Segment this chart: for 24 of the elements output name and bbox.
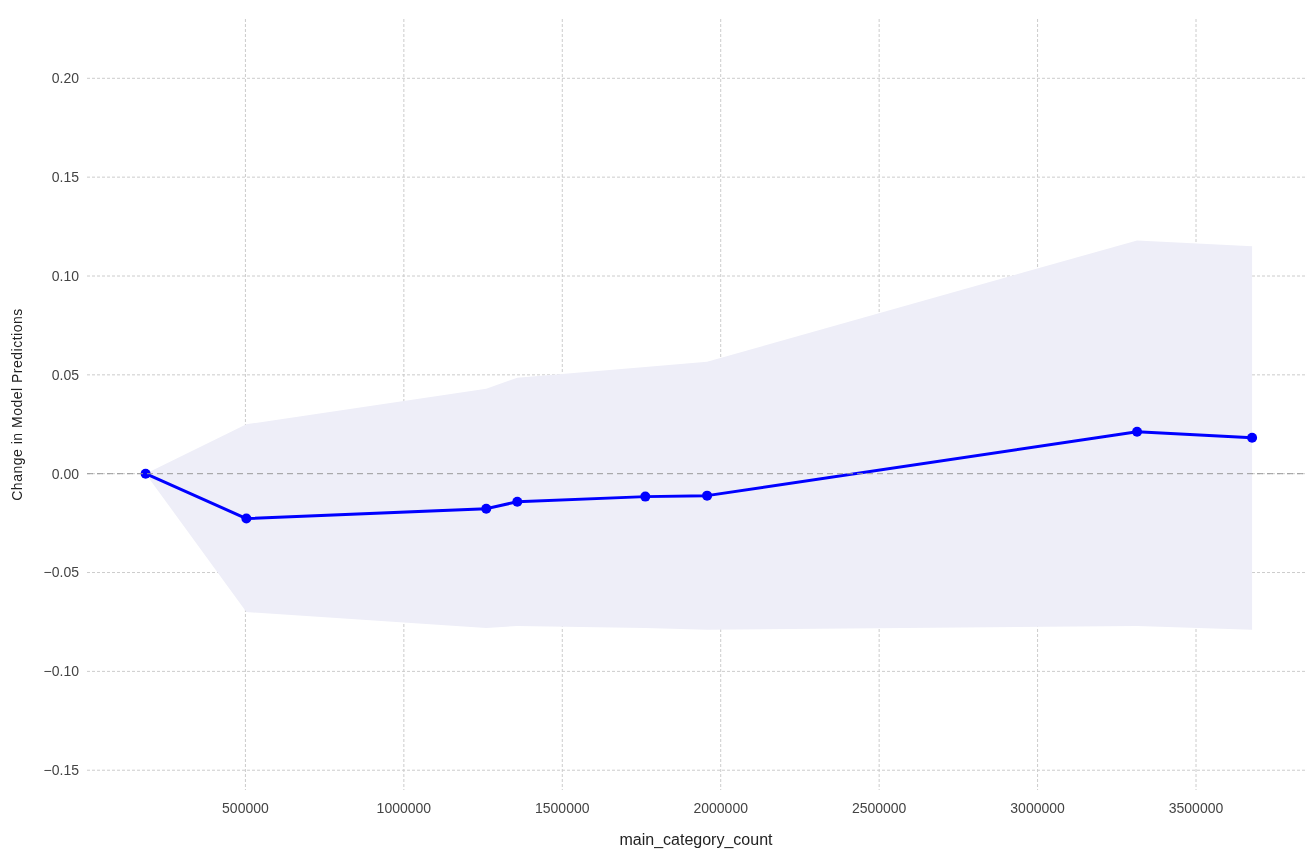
x-tick-label: 1000000	[376, 800, 432, 816]
point	[512, 496, 523, 507]
y-tick-label: 0.05	[51, 366, 80, 383]
point	[640, 491, 651, 502]
x-tick-label: 2500000	[851, 800, 907, 816]
x-axis-title: main_category_count	[619, 831, 774, 849]
y-tick-label: −0.15	[43, 762, 80, 779]
x-tick-label: 3000000	[1010, 800, 1066, 816]
x-tick-label: 2000000	[693, 800, 749, 816]
point	[1132, 426, 1143, 437]
point	[241, 513, 252, 524]
x-tick-label: 1500000	[535, 800, 590, 816]
point	[702, 490, 713, 501]
y-tick-label: 0.00	[51, 465, 80, 482]
y-tick-label: −0.10	[43, 663, 80, 680]
point	[481, 503, 492, 514]
y-tick-label: 0.10	[51, 267, 80, 284]
x-tick-label: 3500000	[1168, 800, 1224, 816]
y-axis-title: Change in Model Predictions	[9, 308, 25, 501]
point	[1247, 432, 1258, 443]
x-tick-label: 500000	[222, 800, 269, 816]
y-tick-label: −0.05	[43, 564, 80, 581]
y-tick-label: 0.20	[51, 70, 80, 87]
y-tick-label: 0.15	[51, 169, 80, 186]
